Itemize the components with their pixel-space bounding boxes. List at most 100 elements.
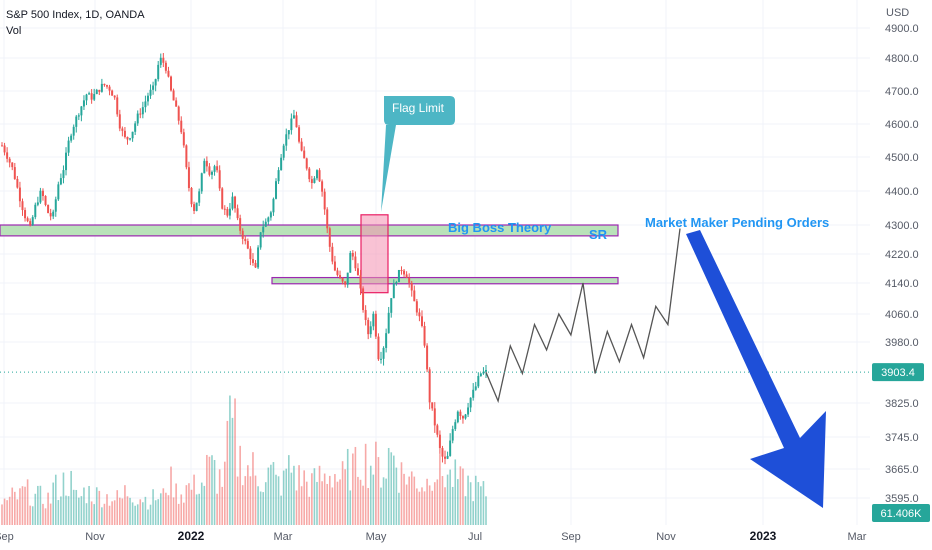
volume-bar [177, 503, 180, 525]
volume-bar [234, 398, 236, 525]
candle-body [377, 336, 380, 360]
volume-bar [152, 489, 154, 525]
sr-zone-upper [0, 224, 619, 237]
volume-bar [167, 495, 170, 525]
candle-body [369, 326, 372, 335]
volume-bar [293, 465, 295, 525]
vol-label: Vol [6, 25, 21, 37]
volume-bar [446, 474, 449, 525]
candle-body [172, 90, 175, 101]
volume-bar [280, 495, 282, 525]
candle-body [364, 310, 367, 320]
y-tick-label: 3595.0 [885, 493, 919, 505]
candle-body [354, 256, 357, 269]
candle-body [485, 370, 487, 372]
candle-body [141, 107, 144, 115]
volume-bar [436, 479, 439, 525]
volume-bar [254, 475, 257, 525]
volume-bar [249, 476, 252, 525]
volume-bar [180, 494, 183, 525]
candle-body [456, 411, 459, 423]
last-price-tag [872, 363, 924, 382]
volume-bar [264, 482, 267, 525]
volume-bar [231, 417, 234, 525]
x-tick-label: Mar [848, 531, 867, 543]
candle-body [118, 114, 121, 129]
candle-body [136, 113, 139, 124]
volume-bar [357, 476, 359, 525]
candle-body [259, 232, 262, 248]
volume-bar [108, 505, 111, 525]
candle-body [341, 277, 344, 282]
volume-bar [418, 491, 421, 525]
candle-body [300, 141, 303, 151]
volume-bar [70, 470, 72, 525]
volume-bar [206, 454, 208, 525]
volume-bar [247, 465, 249, 525]
candle-body [198, 191, 201, 203]
volume-bar [469, 482, 472, 525]
x-axis: Sep Nov 2022 Mar May Jul Sep Nov 2023 Mar [0, 529, 867, 543]
candle-body [152, 85, 155, 90]
annotation-zones [0, 214, 619, 294]
volume-bar [118, 497, 121, 525]
volume-bar [400, 462, 403, 525]
candle-body [226, 209, 229, 216]
volume-bar [267, 467, 270, 525]
candle-body [464, 414, 467, 419]
candle-body [326, 209, 329, 229]
candle-body [331, 246, 334, 262]
candle-body [385, 333, 388, 348]
candle-body [408, 277, 411, 283]
volume-bar [385, 478, 387, 525]
volume-bar [144, 496, 147, 525]
volume-bar [95, 487, 98, 525]
candle-body [8, 158, 11, 163]
candle-body [31, 217, 34, 225]
volume-bar [42, 503, 44, 525]
candle-body [113, 95, 116, 98]
candle-body [418, 312, 421, 317]
volume-bar [126, 496, 129, 525]
candle-body [446, 455, 449, 459]
volume-bar [380, 487, 382, 525]
volume-bar [60, 496, 62, 525]
candle-body [175, 100, 178, 107]
volume-bar [454, 459, 457, 525]
candle-body [105, 85, 108, 87]
candle-body [308, 168, 311, 180]
candle-body [146, 95, 149, 102]
currency-label: USD [886, 7, 909, 19]
volume-bar [75, 489, 78, 525]
volume-bar [183, 502, 185, 525]
candle-body [57, 184, 60, 200]
volume-bar [88, 486, 90, 525]
volume-bar [85, 503, 88, 525]
volume-bar [295, 490, 298, 525]
candle-body [477, 376, 480, 387]
candle-body [193, 204, 196, 211]
volume-bar [485, 496, 487, 525]
volume-bar [165, 492, 167, 525]
candle-body [387, 312, 390, 334]
volume-bar [31, 506, 34, 525]
candle-body [149, 89, 152, 96]
annotations: Flag Limit Big Boss Theory SR Market Maker … [0, 96, 870, 508]
volume-bar [339, 479, 341, 525]
x-tick-label: Sep [561, 531, 581, 543]
volume-bar [14, 491, 16, 525]
candle-body [344, 281, 347, 285]
candle-body [34, 204, 37, 218]
candle-body [162, 57, 165, 63]
candle-body [305, 158, 308, 169]
volume-bar [344, 469, 346, 525]
volume-bar [421, 487, 423, 525]
volume-bar [403, 473, 405, 525]
volume-bar [305, 481, 308, 525]
candle-body [362, 288, 365, 311]
candle-body [318, 170, 321, 182]
volume-bar [477, 482, 480, 525]
candle-body [108, 86, 111, 91]
flag-limit-callout [381, 96, 455, 212]
